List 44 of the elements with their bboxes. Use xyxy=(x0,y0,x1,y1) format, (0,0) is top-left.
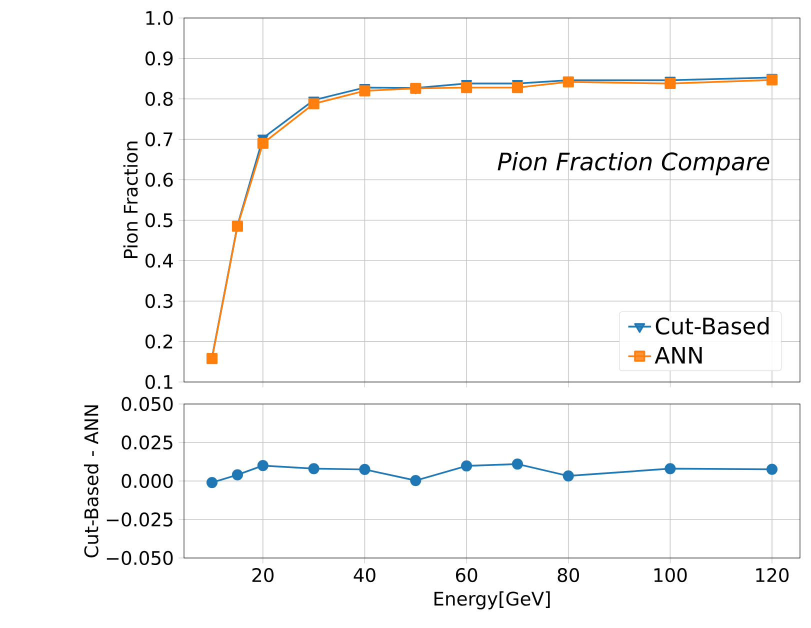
x-axis-title: Energy[GeV] xyxy=(434,591,550,610)
point xyxy=(359,85,370,96)
x-tick-label: 80 xyxy=(558,568,580,582)
legend-label: Cut-Based xyxy=(656,317,769,335)
y-tick-label: 0.5 xyxy=(146,213,172,228)
point xyxy=(308,463,320,474)
y-tick-label: −0.050 xyxy=(106,550,173,566)
y-tick-label: −0.025 xyxy=(106,512,172,527)
point xyxy=(664,463,676,474)
point xyxy=(257,138,268,149)
point xyxy=(232,469,243,480)
point xyxy=(410,474,422,486)
point xyxy=(461,460,472,472)
y-tick-label: 0.025 xyxy=(122,435,172,450)
annotation: Pion Fraction Compare xyxy=(498,152,770,176)
point xyxy=(359,464,370,475)
y-tick-label: 0.3 xyxy=(146,294,172,308)
y-tick-label: 0.8 xyxy=(146,92,173,106)
y-tick-label: 0.4 xyxy=(146,254,173,268)
point xyxy=(512,82,523,94)
point xyxy=(664,78,676,90)
point xyxy=(257,460,268,472)
point xyxy=(461,82,472,94)
point xyxy=(766,464,778,475)
point xyxy=(562,470,574,482)
x-tick-label: 20 xyxy=(252,568,274,582)
x-tick-label: 100 xyxy=(654,568,687,582)
y-tick-label: 0.9 xyxy=(146,51,173,66)
y-tick-label: 1.0 xyxy=(146,10,173,26)
y-tick-label: 0.2 xyxy=(146,334,172,349)
y-tick-label: 0.1 xyxy=(146,374,172,390)
x-tick-label: 60 xyxy=(456,568,478,582)
y-axis-title: Pion Fraction xyxy=(123,142,138,258)
point xyxy=(512,458,523,470)
y-tick-label: 0.050 xyxy=(122,396,173,412)
y-tick-label: 0.7 xyxy=(146,132,172,146)
y-axis-title: Cut-Based - ANN xyxy=(84,405,98,558)
y-tick-label: 0.6 xyxy=(146,172,173,187)
y-tick-label: 0.000 xyxy=(122,474,173,488)
x-tick-label: 120 xyxy=(756,568,789,582)
point xyxy=(206,476,218,488)
point xyxy=(308,98,320,110)
x-tick-label: 40 xyxy=(354,568,376,582)
legend-label: ANN xyxy=(654,346,702,364)
